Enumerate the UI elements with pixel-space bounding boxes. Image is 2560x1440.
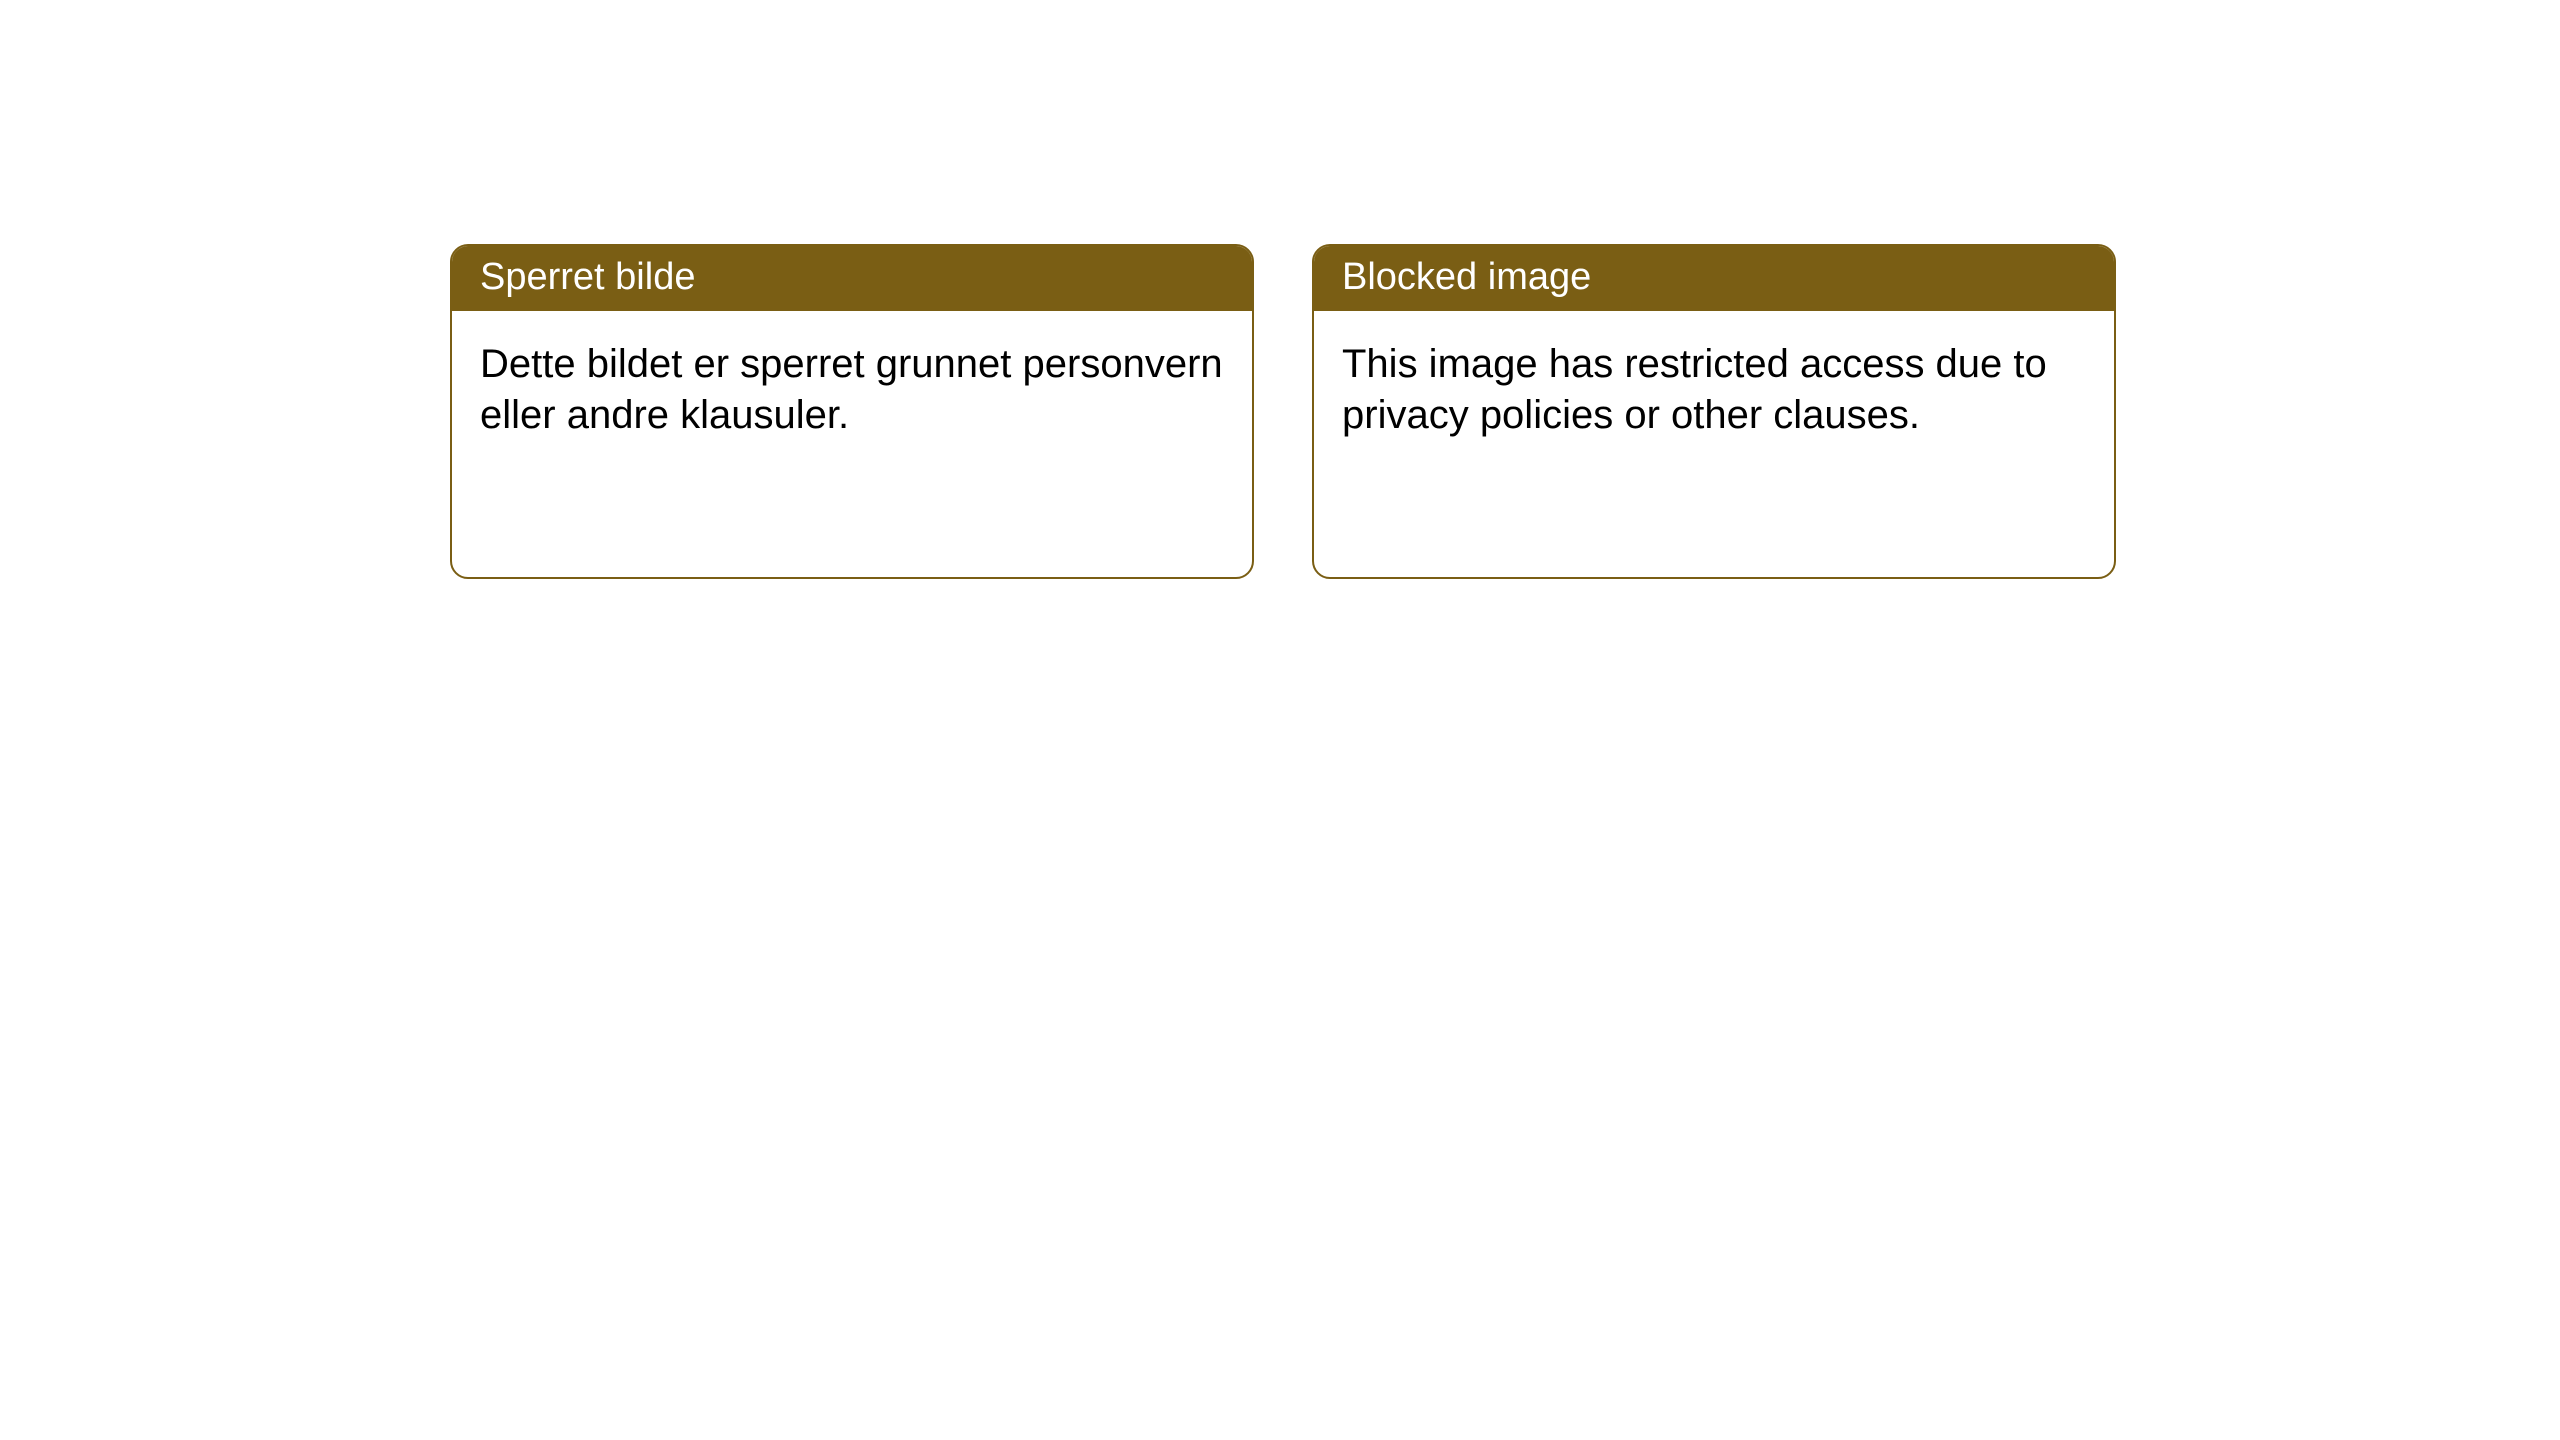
notice-container: Sperret bilde Dette bildet er sperret gr… xyxy=(0,0,2560,579)
notice-card-norwegian: Sperret bilde Dette bildet er sperret gr… xyxy=(450,244,1254,579)
notice-header: Sperret bilde xyxy=(452,246,1252,311)
notice-body: This image has restricted access due to … xyxy=(1314,311,2114,469)
notice-header: Blocked image xyxy=(1314,246,2114,311)
notice-body: Dette bildet er sperret grunnet personve… xyxy=(452,311,1252,469)
notice-card-english: Blocked image This image has restricted … xyxy=(1312,244,2116,579)
